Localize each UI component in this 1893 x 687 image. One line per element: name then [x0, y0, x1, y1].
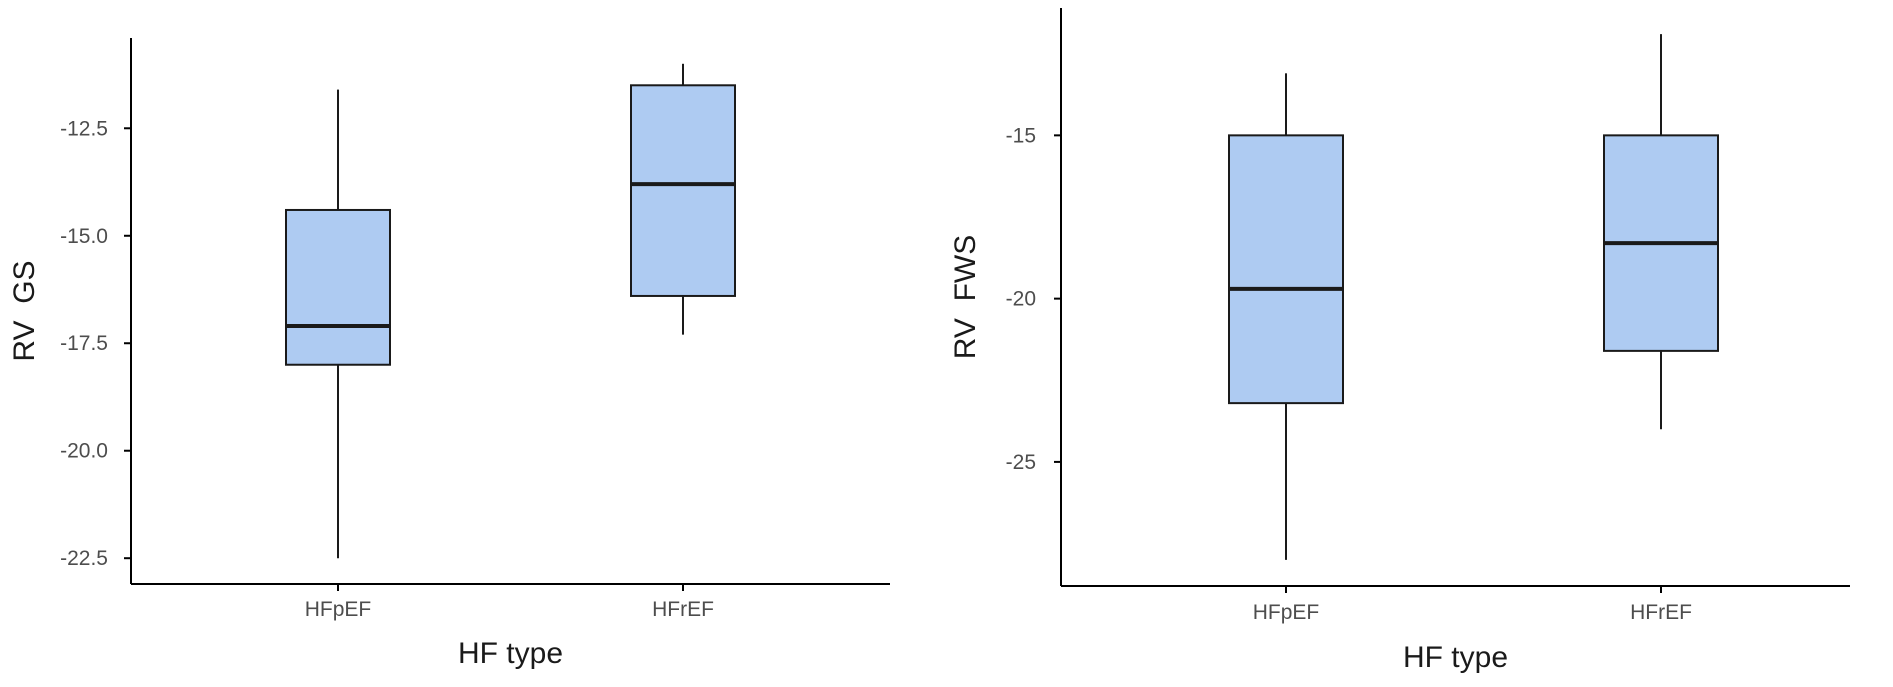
box-hfpef — [1228, 134, 1344, 405]
x-tick-label: HFpEF — [305, 598, 372, 621]
x-axis-title: HF type — [458, 637, 563, 670]
y-axis-title: RV GS — [8, 260, 41, 361]
panel-rv-fws: -15 -20 -25 HFpEF HFrEF HF type RV FWS — [949, 8, 1850, 674]
y-tick-label: -17.5 — [60, 332, 108, 355]
y-tick-label: -25 — [1006, 451, 1036, 474]
y-tick-label: -12.5 — [60, 117, 108, 140]
box-hfref — [630, 84, 736, 297]
x-tick-label: HFpEF — [1253, 601, 1320, 624]
y-axis-title: RV FWS — [949, 235, 982, 359]
box-hfpef — [285, 208, 391, 366]
x-axis-title: HF type — [1403, 641, 1508, 674]
y-tick-label: -20 — [1006, 288, 1036, 311]
y-tick-label: -22.5 — [60, 547, 108, 570]
y-tick-label: -20.0 — [60, 440, 108, 463]
y-tick-label: -15.0 — [60, 225, 108, 248]
y-tick-label: -15 — [1006, 124, 1036, 147]
x-tick-label: HFrEF — [652, 598, 714, 621]
x-tick-label: HFrEF — [1630, 601, 1692, 624]
panel-rv-gs: -12.5 -15.0 -17.5 -20.0 -22.5 HFpEF HFrEF HF ty… — [8, 38, 890, 670]
